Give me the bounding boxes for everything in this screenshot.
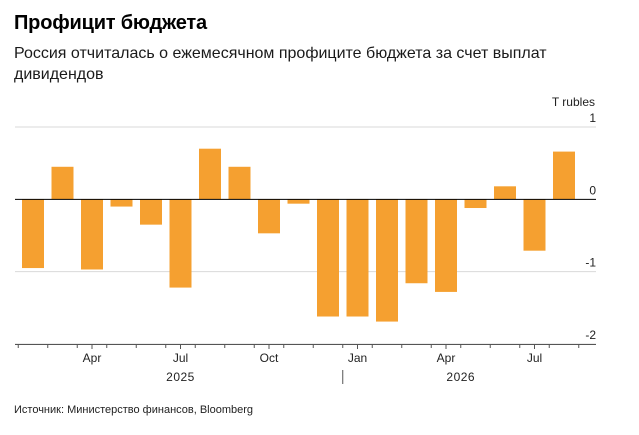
bar	[199, 148, 221, 200]
x-tick-label: Jul	[527, 351, 542, 365]
bar	[169, 199, 192, 288]
y-tick-label: 0	[589, 183, 596, 197]
y-tick-label: -2	[585, 328, 596, 342]
bars	[22, 148, 575, 322]
bar	[346, 199, 369, 317]
bar	[228, 166, 251, 200]
x-tick-label: Jul	[173, 351, 188, 365]
bar	[523, 199, 546, 251]
bar	[51, 166, 74, 200]
bar	[435, 199, 457, 292]
source-note: Источник: Министерство финансов, Bloombe…	[14, 404, 254, 416]
y-axis: T rubles 1 0 -1 -2	[552, 95, 596, 342]
x-axis: Apr Jul Oct Jan Apr Jul 2025 2026	[15, 344, 596, 384]
x-tick-label: Apr	[83, 351, 102, 365]
chart-title: Профицит бюджета	[14, 12, 207, 34]
bar	[81, 199, 103, 270]
bar	[110, 199, 133, 207]
bar	[376, 199, 398, 322]
bar	[22, 199, 44, 269]
bar	[287, 199, 310, 204]
x-tick-label: Oct	[260, 351, 279, 365]
bar	[317, 199, 339, 317]
bar	[464, 199, 487, 209]
bar	[494, 186, 516, 200]
bar	[140, 199, 162, 225]
y-unit-label: T rubles	[552, 95, 595, 109]
y-tick-label: -1	[585, 256, 596, 270]
bar	[258, 199, 280, 234]
y-tick-label: 1	[589, 111, 596, 125]
year-label: 2025	[166, 370, 195, 384]
year-label: 2026	[446, 370, 475, 384]
bar	[405, 199, 428, 284]
chart-subtitle: Россия отчиталась о ежемесячном профицит…	[14, 45, 547, 83]
bar	[553, 151, 575, 200]
x-tick-label: Apr	[437, 351, 456, 365]
budget-balance-chart: T rubles 1 0 -1 -2 Apr Jul Oct Jan Apr Jul 2025 20…	[15, 95, 596, 384]
x-tick-label: Jan	[348, 351, 367, 365]
